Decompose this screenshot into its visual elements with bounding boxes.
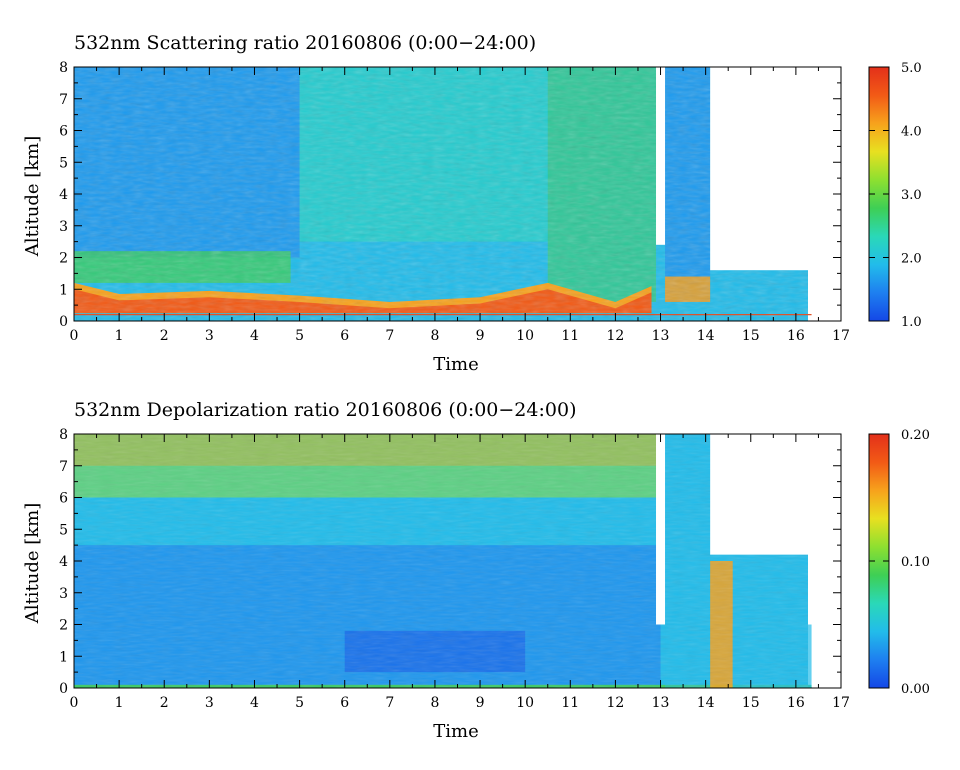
y-tick-label: 1 <box>59 282 68 298</box>
heatmap-texture <box>74 434 808 688</box>
colorbar-tick-label: 0.10 <box>901 555 930 570</box>
x-tick-label: 2 <box>160 328 169 344</box>
x-tick-label: 1 <box>115 695 124 711</box>
y-axis-label-depolarization: Altitude [km] <box>22 503 43 625</box>
x-tick-label: 4 <box>250 695 259 711</box>
x-tick-label: 17 <box>832 695 850 711</box>
colorbar-tick-label: 4.0 <box>901 125 922 140</box>
y-tick-label: 8 <box>59 427 68 443</box>
y-tick-label: 5 <box>59 155 68 171</box>
no-data-region <box>656 434 666 625</box>
scattering-heatmap <box>74 67 840 321</box>
x-tick-label: 5 <box>295 695 304 711</box>
y-tick-label: 7 <box>59 459 68 475</box>
x-tick-label: 0 <box>70 695 79 711</box>
no-data-region <box>710 67 812 271</box>
y-tick-label: 6 <box>59 491 68 507</box>
x-tick-label: 3 <box>205 695 214 711</box>
x-tick-label: 7 <box>385 328 394 344</box>
x-tick-label: 16 <box>787 695 805 711</box>
x-tick-label: 11 <box>561 328 579 344</box>
colorbar-tick-label: 5.0 <box>901 61 922 76</box>
y-tick-label: 8 <box>59 60 68 76</box>
x-tick-label: 9 <box>476 328 485 344</box>
x-tick-label: 16 <box>787 328 805 344</box>
x-tick-label: 10 <box>516 695 534 711</box>
chart-title-depolarization: 532nm Depolarization ratio 20160806 (0:0… <box>74 399 576 421</box>
colorbar-scattering: 1.0 2.0 3.0 4.0 5.0 <box>868 61 922 330</box>
x-tick-label: 12 <box>606 328 624 344</box>
x-tick-label: 17 <box>832 328 850 344</box>
heatmap-texture <box>74 67 808 321</box>
x-tick-label: 6 <box>340 328 349 344</box>
y-tick-label: 2 <box>59 251 68 267</box>
y-tick-label: 1 <box>59 649 68 665</box>
colorbar-tick-label: 0.00 <box>901 682 930 697</box>
x-tick-label: 9 <box>476 695 485 711</box>
no-data-region <box>656 67 666 245</box>
y-tick-label: 0 <box>59 681 68 697</box>
colorbar-tick-label: 0.20 <box>901 428 930 443</box>
x-tick-label: 11 <box>561 695 579 711</box>
scattering-ratio-panel: 532nm Scattering ratio 20160806 (0:00−24… <box>22 32 922 375</box>
x-tick-label: 12 <box>606 695 624 711</box>
x-tick-label: 10 <box>516 328 534 344</box>
x-tick-label: 0 <box>70 328 79 344</box>
x-tick-label: 15 <box>742 328 760 344</box>
no-data-region <box>710 434 812 555</box>
x-tick-label: 3 <box>205 328 214 344</box>
chart-title-scattering: 532nm Scattering ratio 20160806 (0:00−24… <box>74 32 536 54</box>
y-tick-label: 3 <box>59 586 68 602</box>
colorbar-tick-label: 3.0 <box>901 188 922 203</box>
y-tick-label: 4 <box>59 554 68 570</box>
y-tick-label: 5 <box>59 522 68 538</box>
depolarization-heatmap <box>74 434 840 688</box>
y-tick-label: 0 <box>59 314 68 330</box>
x-tick-label: 14 <box>697 695 715 711</box>
y-tick-label: 2 <box>59 618 68 634</box>
x-tick-label: 7 <box>385 695 394 711</box>
x-tick-label: 14 <box>697 328 715 344</box>
x-tick-label: 13 <box>652 328 670 344</box>
y-tick-label: 3 <box>59 219 68 235</box>
x-tick-label: 6 <box>340 695 349 711</box>
x-tick-label: 8 <box>430 328 439 344</box>
x-axis-label-depolarization: Time <box>433 721 478 742</box>
colorbar-tick-label: 2.0 <box>901 252 922 267</box>
x-tick-label: 4 <box>250 328 259 344</box>
y-tick-label: 7 <box>59 92 68 108</box>
x-tick-label: 1 <box>115 328 124 344</box>
x-tick-label: 2 <box>160 695 169 711</box>
x-tick-label: 5 <box>295 328 304 344</box>
x-tick-label: 13 <box>652 695 670 711</box>
x-tick-label: 15 <box>742 695 760 711</box>
y-tick-label: 4 <box>59 187 68 203</box>
x-axis-label-scattering: Time <box>433 354 478 375</box>
colorbar-tick-label: 1.0 <box>901 315 922 330</box>
y-axis-label-scattering: Altitude [km] <box>22 136 43 258</box>
colorbar-depolarization: 0.00 0.10 0.20 <box>868 428 930 697</box>
y-tick-label: 6 <box>59 124 68 140</box>
depolarization-ratio-panel: 532nm Depolarization ratio 20160806 (0:0… <box>22 399 930 742</box>
x-tick-label: 8 <box>430 695 439 711</box>
